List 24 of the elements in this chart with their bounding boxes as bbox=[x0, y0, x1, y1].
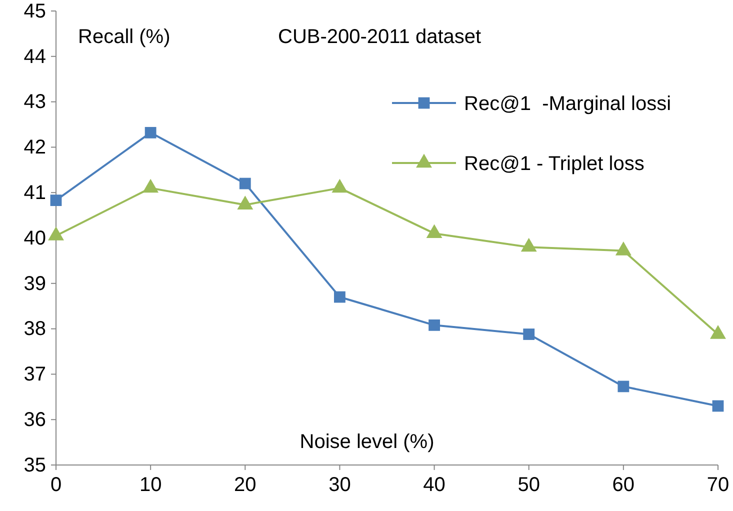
x-tick-label: 40 bbox=[423, 474, 446, 496]
y-tick-label: 39 bbox=[24, 272, 46, 295]
y-tick-label: 38 bbox=[24, 318, 46, 340]
y-tick-label: 43 bbox=[24, 91, 46, 114]
x-tick-label: 50 bbox=[518, 474, 540, 496]
y-tick-label: 35 bbox=[24, 454, 46, 476]
y-axis-title: Recall (%) bbox=[78, 26, 170, 48]
legend-label: Rec@1 - Triplet loss bbox=[464, 153, 644, 175]
y-tick-label: 41 bbox=[24, 182, 46, 204]
y-tick-label: 36 bbox=[24, 409, 46, 431]
y-tick-label: 44 bbox=[24, 46, 46, 68]
y-tick-label: 40 bbox=[24, 227, 46, 250]
y-tick-label: 42 bbox=[24, 136, 46, 159]
text: CUB-200-2011 dataset bbox=[278, 26, 482, 48]
legend-label: Rec@1 -Marginal lossi bbox=[464, 93, 672, 115]
y-tick-label: 37 bbox=[24, 364, 46, 386]
x-tick-label: 30 bbox=[328, 474, 351, 496]
x-tick-label: 20 bbox=[234, 474, 256, 496]
x-tick-label: 0 bbox=[50, 474, 62, 496]
y-tick-label: 45 bbox=[24, 0, 46, 22]
x-tick-label: 70 bbox=[706, 474, 730, 496]
x-tick-label: 60 bbox=[612, 474, 635, 496]
x-tick-label: 10 bbox=[139, 474, 162, 496]
x-axis-title: Noise level (%) bbox=[300, 431, 434, 453]
